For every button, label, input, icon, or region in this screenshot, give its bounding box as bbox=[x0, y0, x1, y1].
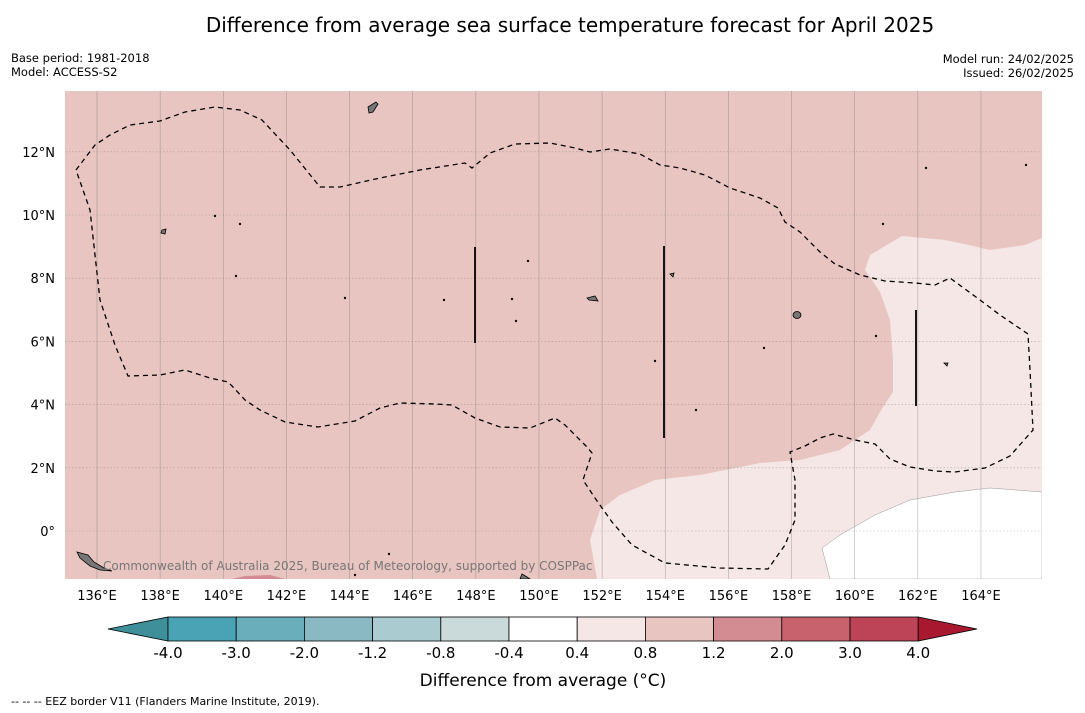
island-icon bbox=[874, 334, 878, 338]
colorbar-segment bbox=[849, 616, 919, 642]
island-icon bbox=[1024, 163, 1028, 167]
islands bbox=[76, 101, 1028, 579]
island-icon bbox=[669, 272, 675, 278]
colorbar-segment bbox=[440, 616, 510, 642]
island-icon bbox=[387, 552, 391, 556]
chart-title: Difference from average sea surface temp… bbox=[205, 13, 935, 37]
eez-legend-note: -- -- -- EEZ border V11 (Flanders Marine… bbox=[11, 695, 320, 708]
lon-tick-label: 136°E bbox=[77, 589, 117, 604]
lon-tick-label: 140°E bbox=[204, 589, 244, 604]
model-run: Model run: 24/02/2025 bbox=[942, 52, 1074, 66]
colorbar-tick-label: 3.0 bbox=[838, 644, 862, 662]
lon-labels: 136°E 138°E 140°E 142°E 144°E 146°E 148°E 150°E… bbox=[77, 589, 1000, 604]
lon-tick-label: 146°E bbox=[393, 589, 433, 604]
island-icon bbox=[943, 362, 949, 367]
colorbar-segment bbox=[235, 616, 305, 642]
colorbar-segment bbox=[508, 616, 578, 642]
colorbar: -4.0 -3.0 -2.0 -1.2 -0.8 -0.4 0.4 0.8 1.2 2.0 3.0 4… bbox=[107, 616, 978, 691]
colorbar-tick-label: 2.0 bbox=[770, 644, 794, 662]
colorbar-tick-label: -4.0 bbox=[153, 644, 182, 662]
lat-tick-label: 10°N bbox=[22, 209, 55, 224]
island-icon bbox=[442, 298, 446, 302]
colorbar-extend-low bbox=[107, 616, 169, 642]
island-icon bbox=[881, 222, 885, 226]
lon-tick-label: 160°E bbox=[835, 589, 875, 604]
eez-border bbox=[75, 106, 1034, 570]
lon-tick-label: 164°E bbox=[961, 589, 1001, 604]
island-icon bbox=[353, 573, 357, 577]
colorbar-tick-label: -1.2 bbox=[358, 644, 387, 662]
lon-tick-label: 158°E bbox=[772, 589, 812, 604]
colorbar-segment bbox=[645, 616, 715, 642]
island-icon bbox=[526, 259, 530, 263]
island-icon bbox=[510, 297, 514, 301]
meta-right: Model run: 24/02/2025 Issued: 26/02/2025 bbox=[943, 52, 1074, 80]
lon-tick-label: 148°E bbox=[456, 589, 496, 604]
lon-tick-label: 150°E bbox=[519, 589, 559, 604]
island-icon bbox=[519, 573, 531, 579]
colorbar-tick-label: 0.8 bbox=[633, 644, 657, 662]
solid-contours bbox=[474, 246, 917, 438]
anomaly-field-neutral bbox=[821, 487, 1042, 579]
lon-tick-label: 144°E bbox=[330, 589, 370, 604]
island-icon bbox=[653, 359, 657, 363]
lat-tick-label: 12°N bbox=[22, 146, 55, 161]
lon-tick-label: 156°E bbox=[709, 589, 749, 604]
colorbar-segment bbox=[713, 616, 783, 642]
colorbar-segment bbox=[781, 616, 851, 642]
gridlines bbox=[65, 91, 1042, 579]
lon-tick-label: 138°E bbox=[140, 589, 180, 604]
colorbar-tick-label: -0.4 bbox=[494, 644, 523, 662]
anomaly-field-low bbox=[590, 236, 1042, 579]
lon-tick-label: 152°E bbox=[582, 589, 622, 604]
colorbar-segments bbox=[107, 616, 978, 642]
island-icon bbox=[586, 295, 599, 302]
colorbar-tick-label: 0.4 bbox=[565, 644, 589, 662]
island-icon bbox=[514, 319, 518, 323]
colorbar-extend-high bbox=[917, 616, 978, 642]
model-name: Model: ACCESS-S2 bbox=[11, 65, 118, 79]
lon-tick-label: 162°E bbox=[898, 589, 938, 604]
anomaly-field-small-patch bbox=[232, 575, 285, 579]
island-icon bbox=[213, 214, 217, 218]
island-icon bbox=[76, 551, 113, 572]
meta-left: Base period: 1981-2018 Model: ACCESS-S2 bbox=[11, 51, 150, 79]
colorbar-segment bbox=[167, 616, 237, 642]
island-icon bbox=[160, 228, 167, 235]
island-icon bbox=[367, 101, 379, 114]
lat-tick-label: 6°N bbox=[31, 335, 56, 350]
lat-tick-label: 4°N bbox=[31, 399, 56, 414]
island-icon bbox=[762, 346, 766, 350]
lat-tick-label: 2°N bbox=[31, 462, 56, 477]
base-period: Base period: 1981-2018 bbox=[11, 51, 150, 65]
colorbar-label: Difference from average (°C) bbox=[420, 671, 667, 691]
lat-tick-label: 0° bbox=[40, 525, 55, 540]
issued-date: Issued: 26/02/2025 bbox=[963, 66, 1074, 80]
colorbar-segment bbox=[303, 616, 373, 642]
copyright-text: Commonwealth of Australia 2025, Bureau o… bbox=[103, 559, 593, 573]
colorbar-tick-label: 1.2 bbox=[702, 644, 726, 662]
colorbar-tick-label: -2.0 bbox=[290, 644, 319, 662]
lon-tick-label: 154°E bbox=[645, 589, 685, 604]
lon-tick-label: 142°E bbox=[267, 589, 307, 604]
lat-tick-label: 8°N bbox=[31, 272, 56, 287]
island-icon bbox=[792, 311, 802, 319]
colorbar-segment bbox=[372, 616, 442, 642]
map-area[interactable]: Commonwealth of Australia 2025, Bureau o… bbox=[65, 91, 1042, 579]
colorbar-tick-label: -0.8 bbox=[426, 644, 455, 662]
island-icon bbox=[238, 222, 242, 226]
colorbar-tick-label: -3.0 bbox=[222, 644, 251, 662]
colorbar-tick-labels: -4.0 -3.0 -2.0 -1.2 -0.8 -0.4 0.4 0.8 1.2 2.0 3.0 4… bbox=[153, 644, 930, 662]
island-icon bbox=[234, 274, 238, 278]
lat-labels: 12°N 10°N 8°N 6°N 4°N 2°N 0° bbox=[22, 146, 55, 540]
island-icon bbox=[694, 408, 698, 412]
island-icon bbox=[343, 296, 347, 300]
colorbar-tick-label: 4.0 bbox=[906, 644, 930, 662]
island-icon bbox=[924, 166, 928, 170]
colorbar-segment bbox=[576, 616, 646, 642]
